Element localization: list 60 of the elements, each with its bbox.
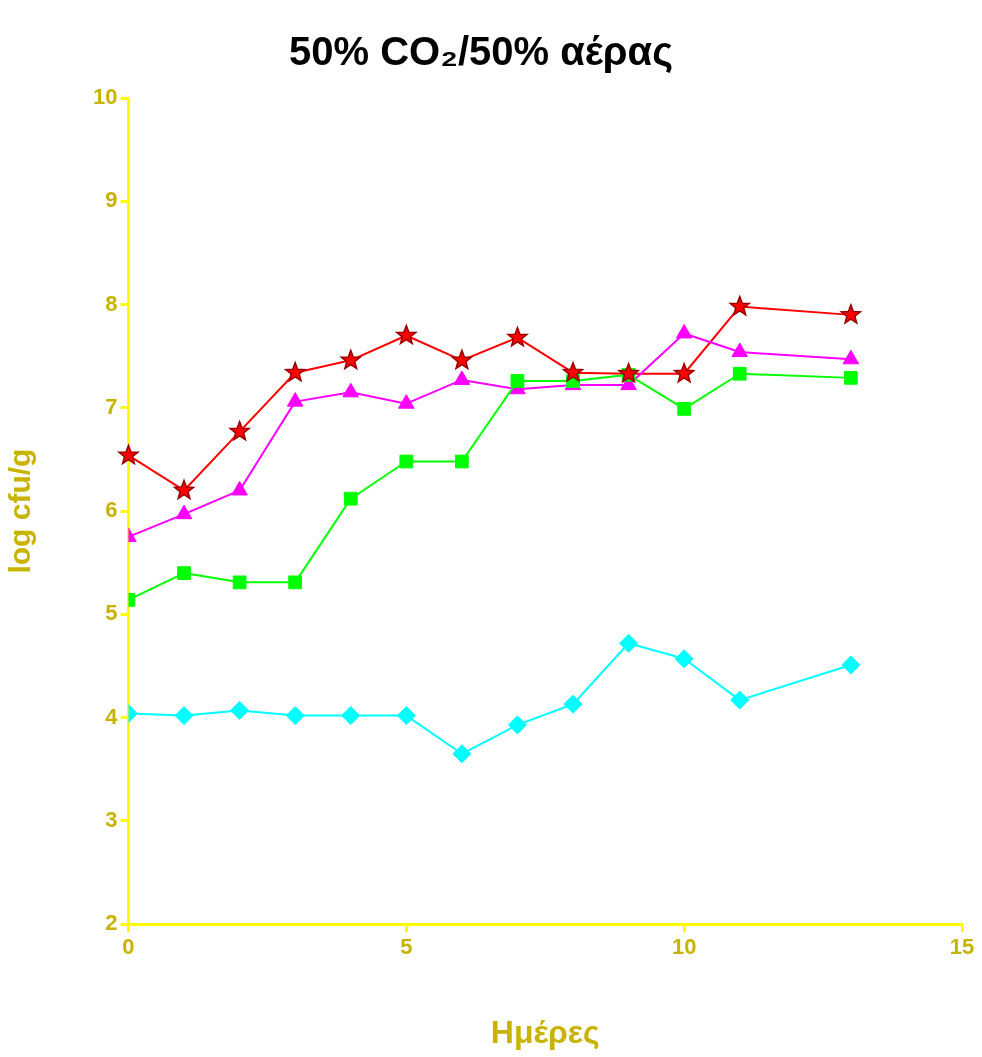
point [396, 706, 416, 726]
y-tick-label: 5 [105, 600, 118, 626]
point [284, 361, 306, 382]
point [286, 392, 304, 407]
x-tick-label: 10 [671, 934, 697, 960]
point [455, 454, 469, 469]
point [343, 491, 358, 506]
y-tick-label: 10 [92, 84, 118, 110]
y-tick-label: 7 [105, 393, 118, 419]
y-tick-label: 3 [105, 806, 118, 832]
x-tick-label: 5 [400, 934, 413, 960]
point [177, 566, 191, 580]
point [340, 349, 362, 370]
point [453, 370, 471, 385]
x-axis-title: Ημέρες [490, 1013, 600, 1050]
x-tick-label: 15 [949, 934, 975, 960]
point [399, 454, 414, 469]
point [673, 362, 695, 383]
point [844, 371, 858, 385]
y-axis-title: log cfu/g [3, 448, 37, 574]
point [285, 706, 305, 726]
point [507, 715, 527, 735]
point [732, 366, 747, 381]
point [288, 575, 303, 590]
point [229, 420, 250, 441]
point [451, 349, 473, 370]
x-tick-label: 0 [122, 934, 135, 960]
point [731, 342, 749, 358]
point [341, 706, 361, 726]
point [118, 444, 139, 465]
point [618, 362, 639, 383]
point [452, 744, 472, 764]
point [342, 382, 360, 398]
point [562, 361, 584, 382]
point [174, 706, 194, 726]
point [730, 690, 750, 710]
point [507, 326, 528, 347]
y-tick-label: 9 [105, 187, 118, 213]
y-tick-label: 6 [105, 497, 118, 523]
y-tick-label: 2 [105, 910, 118, 936]
point [396, 324, 417, 345]
point [398, 394, 415, 409]
point [173, 479, 195, 500]
point [563, 694, 583, 714]
point [840, 304, 862, 324]
chart-title: 50% CO₂/50% αέρας [288, 29, 674, 75]
y-tick-label: 8 [105, 290, 118, 316]
point [677, 401, 692, 416]
point [674, 649, 694, 669]
point [729, 295, 750, 316]
point [842, 349, 860, 365]
point [510, 374, 525, 388]
point [619, 633, 639, 653]
point [175, 504, 193, 520]
point [232, 575, 247, 590]
point [230, 700, 250, 720]
point [841, 655, 861, 675]
point [675, 323, 693, 339]
point [231, 480, 248, 496]
y-tick-label: 4 [105, 703, 119, 729]
